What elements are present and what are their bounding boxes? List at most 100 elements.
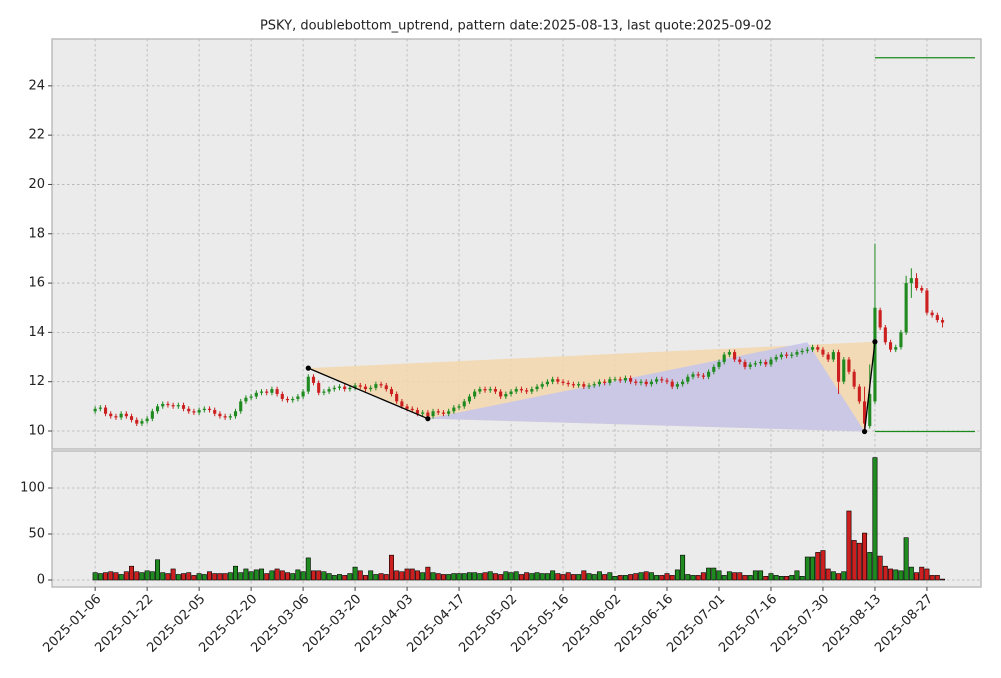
volume-bar	[435, 573, 441, 581]
candle-body	[774, 357, 778, 360]
volume-bar	[638, 572, 644, 581]
volume-bar	[576, 574, 582, 581]
volume-bar	[581, 570, 587, 581]
volume-bar	[347, 573, 353, 581]
volume-bar	[118, 574, 124, 581]
volume-bar	[456, 573, 462, 581]
volume-bar	[664, 573, 670, 581]
candle-body	[914, 278, 919, 289]
candle-body	[587, 385, 591, 387]
volume-bar	[461, 573, 467, 581]
pattern-point	[305, 365, 311, 371]
y-tick-label: 0	[37, 573, 45, 588]
pattern-point	[861, 428, 868, 435]
candle-body	[145, 418, 149, 422]
candle-body	[311, 376, 316, 383]
volume-bar	[789, 575, 795, 581]
candle-body	[525, 390, 529, 392]
volume-bar	[612, 576, 618, 581]
volume-bar	[160, 572, 166, 581]
volume-bar	[409, 568, 415, 581]
candle-body	[322, 391, 326, 393]
volume-bar	[778, 576, 784, 581]
volume-bar	[742, 575, 748, 581]
y-tick-label: 22	[28, 128, 45, 143]
candle-body	[395, 394, 399, 402]
candle-body	[447, 411, 451, 414]
volume-bar	[784, 576, 790, 581]
candle-body	[514, 389, 518, 392]
volume-bar	[737, 572, 743, 581]
volume-bar	[596, 571, 602, 581]
volume-bar	[316, 570, 322, 581]
candle-body	[717, 361, 721, 367]
volume-bar	[305, 557, 311, 581]
candle-body	[348, 387, 352, 390]
volume-bar	[498, 574, 504, 581]
candle-body	[519, 389, 523, 391]
y-tick-label: 20	[28, 177, 45, 192]
candle-body	[363, 386, 368, 390]
candle-body	[291, 398, 295, 401]
candle-body	[603, 381, 607, 383]
candle-body	[743, 361, 747, 367]
candle-body	[384, 385, 388, 390]
volume-bar	[654, 575, 660, 581]
volume-bar	[513, 571, 519, 581]
volume-bar	[108, 571, 114, 581]
volume-bar	[378, 573, 384, 581]
candle-body	[623, 377, 627, 381]
volume-bar	[706, 567, 712, 581]
volume-bar	[872, 457, 878, 581]
chart-title: PSKY, doublebottom_uptrend, pattern date…	[260, 19, 772, 34]
candle-body	[790, 354, 794, 356]
candle-body	[701, 375, 705, 377]
volume-bar	[212, 573, 218, 581]
volume-bar	[139, 572, 145, 581]
candle-body	[608, 379, 612, 383]
candle-body	[655, 379, 659, 382]
volume-bar	[768, 573, 774, 581]
volume-bar	[337, 574, 342, 581]
candle-body	[753, 363, 757, 365]
volume-bar	[934, 575, 940, 581]
volume-bar	[919, 566, 925, 581]
candle-body	[930, 312, 934, 316]
candle-body	[811, 347, 815, 350]
volume-bar	[451, 573, 457, 581]
volume-bar	[851, 540, 857, 581]
candle-body	[545, 381, 549, 385]
candle-body	[670, 381, 674, 387]
candle-body	[660, 379, 664, 381]
pattern-point	[872, 339, 878, 345]
volume-bar	[368, 570, 374, 581]
candle-body	[686, 376, 690, 382]
candle-body	[166, 403, 170, 406]
volume-bar	[898, 570, 904, 581]
volume-bar	[92, 572, 98, 581]
candle-body	[727, 352, 731, 355]
volume-bar	[149, 571, 155, 581]
candle-body	[150, 411, 154, 419]
candle-body	[181, 405, 186, 409]
candle-body	[733, 352, 737, 360]
volume-bar	[186, 572, 192, 581]
volume-bar	[425, 566, 431, 581]
candle-body	[358, 385, 362, 387]
candle-body	[925, 290, 929, 313]
candle-body	[171, 405, 175, 407]
candle-body	[831, 352, 835, 360]
volume-bar	[550, 570, 556, 581]
candle-body	[551, 379, 555, 382]
candle-body	[852, 371, 856, 387]
volume-bar	[903, 537, 909, 581]
candle-body	[707, 371, 711, 377]
candle-body	[233, 411, 238, 417]
candle-body	[904, 283, 908, 333]
volume-bar	[165, 573, 171, 581]
candle-body	[566, 382, 570, 385]
candle-body	[821, 349, 825, 355]
volume-bar	[830, 571, 836, 581]
volume-bar	[430, 572, 436, 581]
